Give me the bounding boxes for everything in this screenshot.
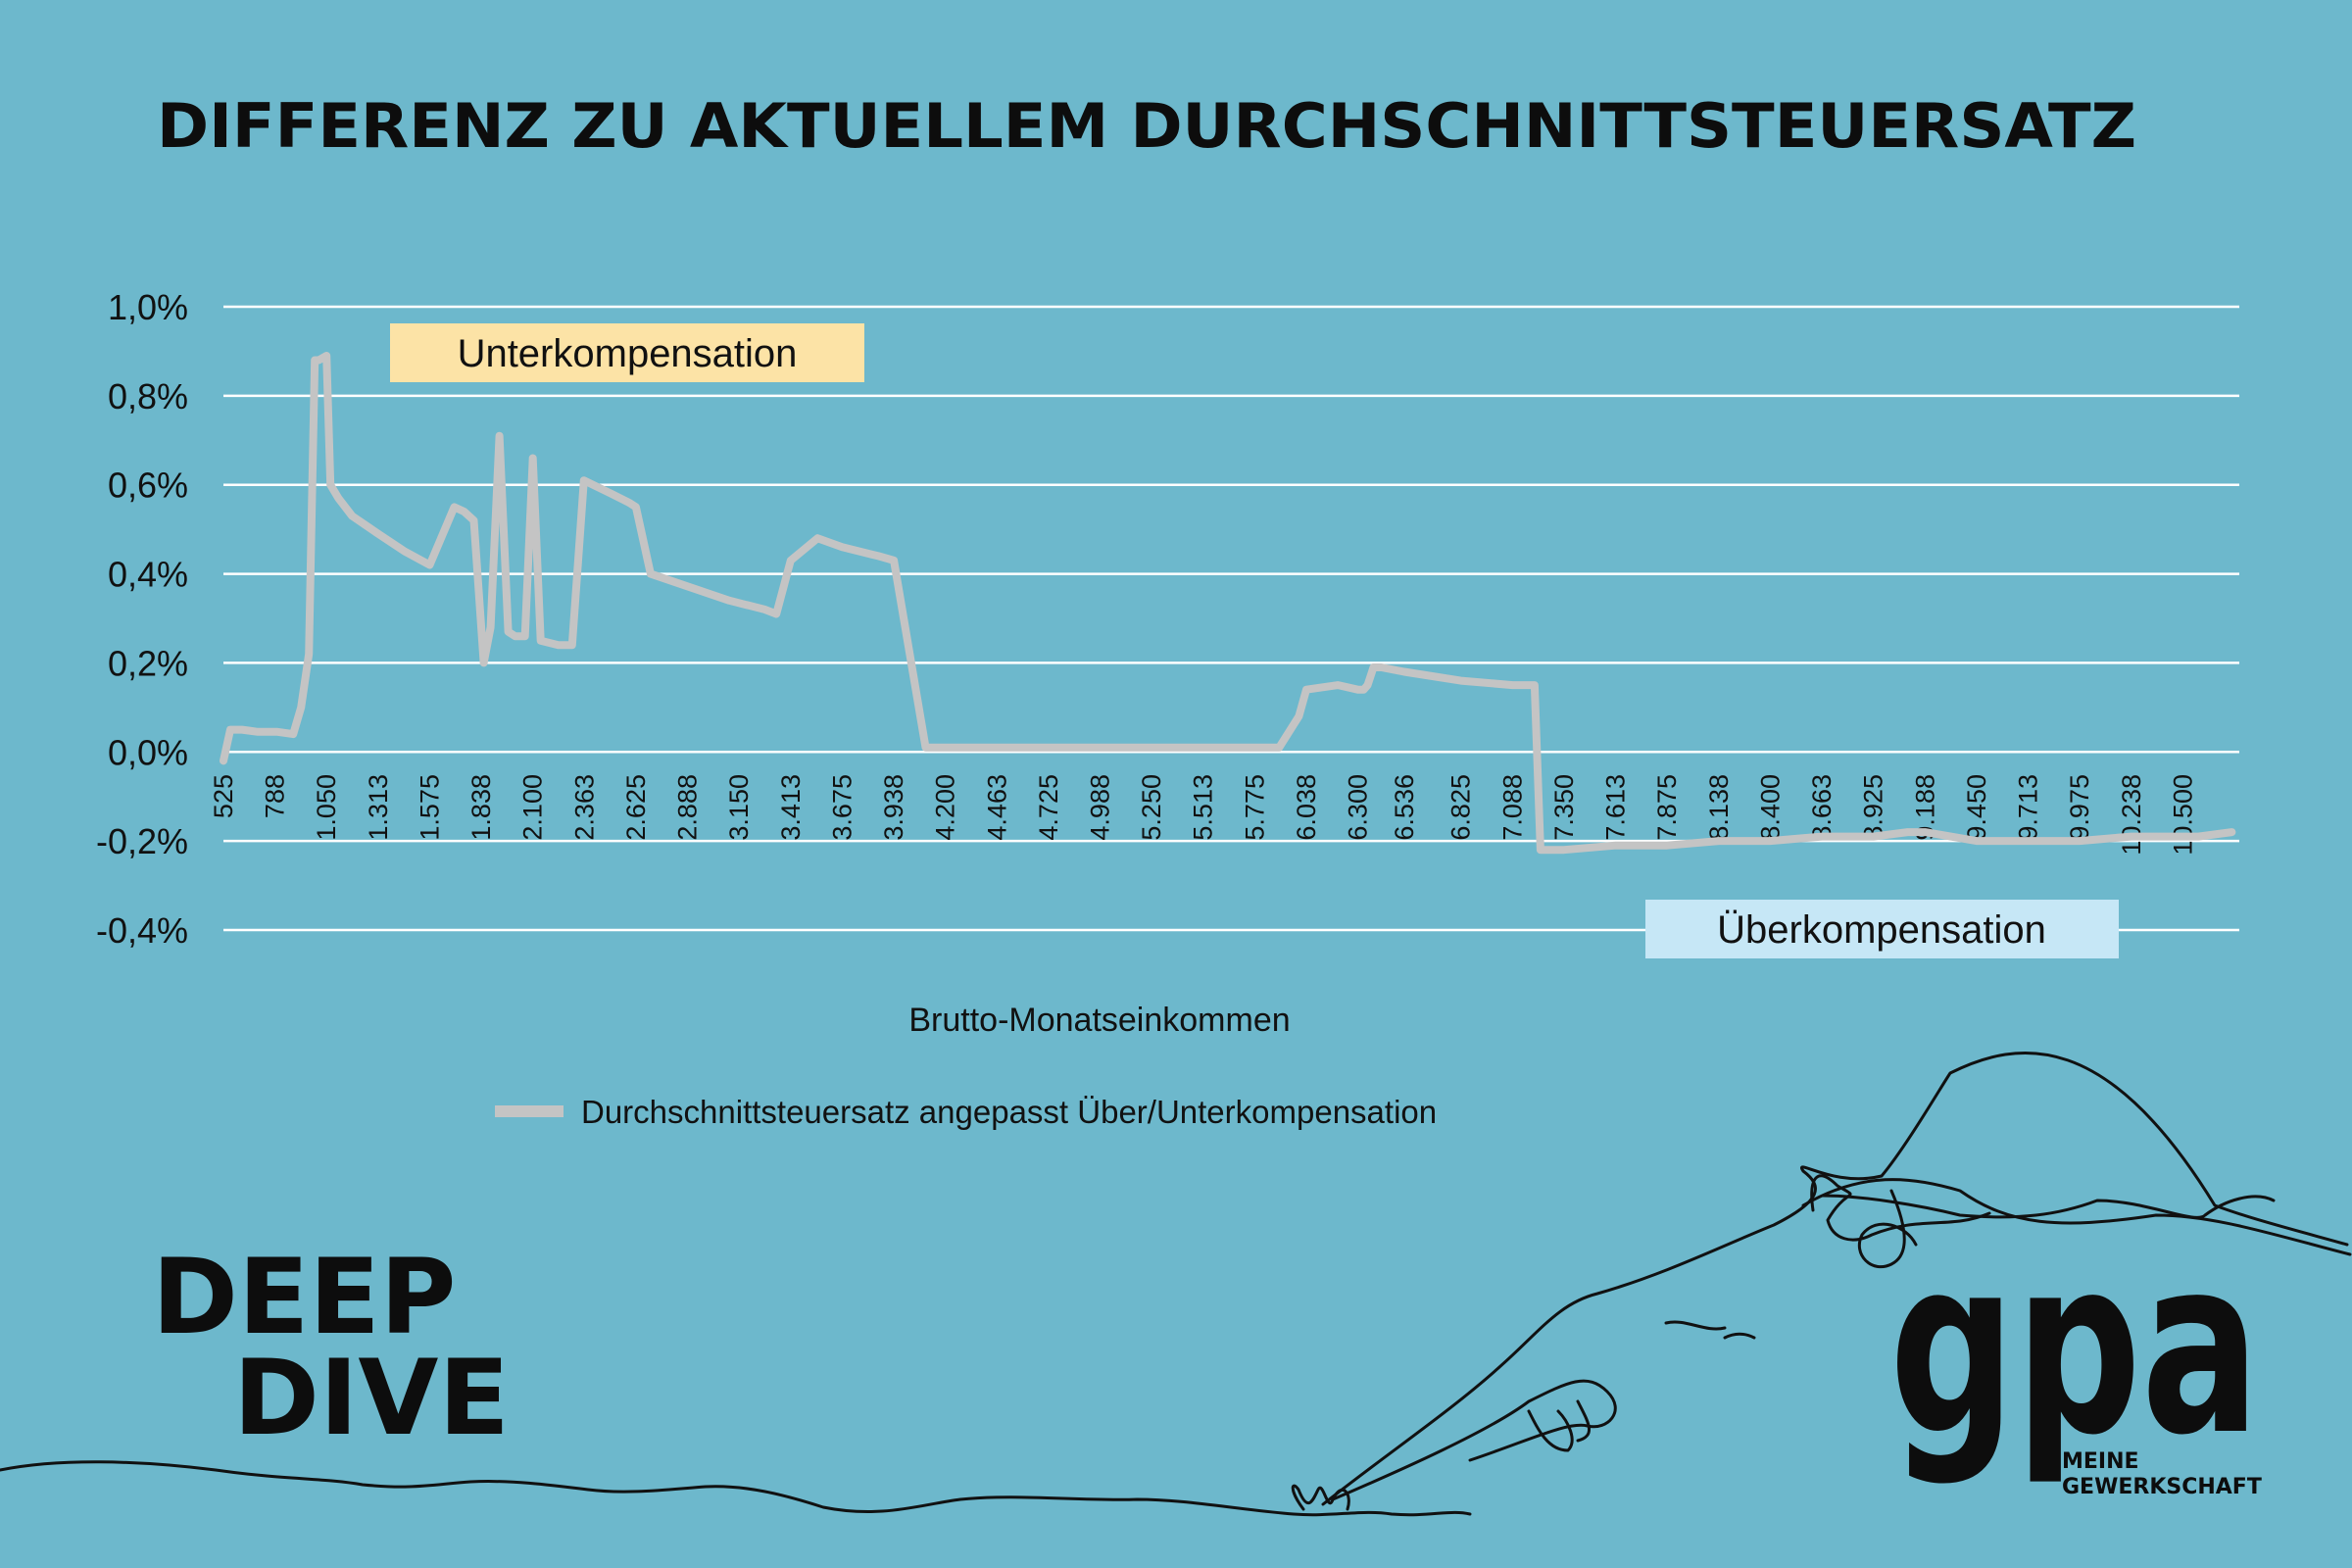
x-tick-label: 9.975 — [2065, 774, 2094, 841]
x-tick-label: 2.363 — [569, 774, 599, 841]
gpa-logo: gpa — [1889, 1206, 2260, 1489]
x-tick-label: 3.938 — [879, 774, 908, 841]
swimmer-head-line — [1810, 1174, 1991, 1242]
x-tick-label: 6.300 — [1343, 774, 1372, 841]
x-tick-label: 9.713 — [2014, 774, 2043, 841]
x-tick-label: 6.536 — [1390, 774, 1419, 841]
swimmer-upper-line — [1664, 1320, 1756, 1340]
brand-dive: DIVE — [233, 1338, 510, 1458]
x-tick-label: 7.613 — [1601, 774, 1631, 841]
x-tick-label: 6.038 — [1292, 774, 1321, 841]
series-layer — [220, 352, 2236, 855]
annotation-text-under: Unterkompensation — [458, 332, 798, 375]
x-tick-label: 7.350 — [1549, 774, 1579, 841]
y-tick-label: -0,4% — [96, 910, 188, 951]
annotation-underkompensation: Unterkompensation — [390, 323, 864, 382]
x-tick-label: 1.050 — [312, 774, 341, 841]
swimmer-forearm-line — [1331, 1379, 1617, 1501]
x-tick-label: 10.500 — [2168, 774, 2197, 856]
x-tick-label: 2.888 — [673, 774, 703, 841]
x-tick-label: 6.825 — [1446, 774, 1476, 841]
x-tick-label: 5.250 — [1137, 774, 1166, 841]
y-tick-label: 0,4% — [108, 555, 188, 595]
gpa-tagline-1: MEINE — [2062, 1449, 2139, 1474]
x-tick-label: 8.400 — [1755, 774, 1785, 841]
x-tick-label: 5.775 — [1240, 774, 1269, 841]
x-tick-label: 2.625 — [621, 774, 651, 841]
y-tick-label: 1,0% — [108, 287, 188, 327]
swimmer-hand-line — [1291, 1484, 1350, 1511]
y-tick-label: -0,2% — [96, 821, 188, 861]
swimmer-back-line — [1857, 1189, 1918, 1269]
x-tick-label: 1.838 — [466, 774, 496, 841]
y-axis-labels: 1,0% 0,8% 0,6% 0,4% 0,2% 0,0% -0,2% -0,4% — [96, 287, 188, 951]
annotation-ueberkompensation: Überkompensation — [1645, 900, 2119, 958]
swimmer-body-line — [1801, 1178, 2352, 1256]
x-tick-label: 7.875 — [1652, 774, 1682, 841]
y-tick-label: 0,0% — [108, 732, 188, 772]
series-line — [220, 352, 2236, 855]
legend-label: Durchschnittsteuersatz angepasst Über/Un… — [581, 1094, 1437, 1130]
x-tick-label: 10.238 — [2117, 774, 2146, 856]
annotation-box-ueber — [1645, 900, 2119, 958]
annotation-box-under — [390, 323, 864, 382]
x-tick-label: 4.200 — [931, 774, 960, 841]
x-tick-label: 1.575 — [415, 774, 444, 841]
legend: Durchschnittsteuersatz angepasst Über/Un… — [495, 1094, 1437, 1130]
brand-deep: DEEP — [152, 1237, 457, 1357]
x-tick-label: 8.925 — [1859, 774, 1888, 841]
chart-title: DIFFERENZ ZU AKTUELLEM DURCHSCHNITTSTEUE… — [157, 90, 2136, 162]
annotation-text-ueber: Überkompensation — [1717, 908, 2046, 952]
x-tick-label: 4.725 — [1034, 774, 1063, 841]
x-tick-label: 2.100 — [518, 774, 548, 841]
grid-lines — [223, 305, 2239, 932]
x-axis-tick-labels: 525 788 1.050 1.313 1.575 1.838 2.100 2.363 2.62… — [209, 774, 2197, 856]
x-tick-label: 4.463 — [982, 774, 1011, 841]
x-axis-title: Brutto-Monatseinkommen — [908, 1002, 1290, 1039]
y-tick-label: 0,2% — [108, 643, 188, 683]
x-tick-label: 5.513 — [1189, 774, 1218, 841]
x-tick-label: 7.088 — [1497, 774, 1527, 841]
x-tick-label: 9.450 — [1962, 774, 1991, 841]
x-tick-label: 4.988 — [1086, 774, 1115, 841]
x-tick-label: 8.663 — [1807, 774, 1837, 841]
x-tick-label: 3.413 — [776, 774, 806, 841]
x-tick-label: 788 — [261, 774, 290, 818]
x-tick-label: 525 — [209, 774, 238, 818]
swimmer-illustration — [0, 1052, 2352, 1517]
y-tick-label: 0,6% — [108, 466, 188, 506]
x-tick-label: 8.138 — [1704, 774, 1734, 841]
x-tick-label: 3.150 — [724, 774, 754, 841]
water-wave-line — [0, 1460, 1472, 1517]
swimmer-arm-line — [1321, 1052, 2349, 1506]
swimmer-leg-line — [1821, 1194, 2276, 1219]
x-tick-label: 3.675 — [827, 774, 857, 841]
x-tick-label: 1.313 — [364, 774, 393, 841]
swimmer-fingers-line — [1527, 1399, 1591, 1452]
gpa-tagline-2: GEWERKSCHAFT — [2062, 1475, 2262, 1499]
y-tick-label: 0,8% — [108, 376, 188, 416]
